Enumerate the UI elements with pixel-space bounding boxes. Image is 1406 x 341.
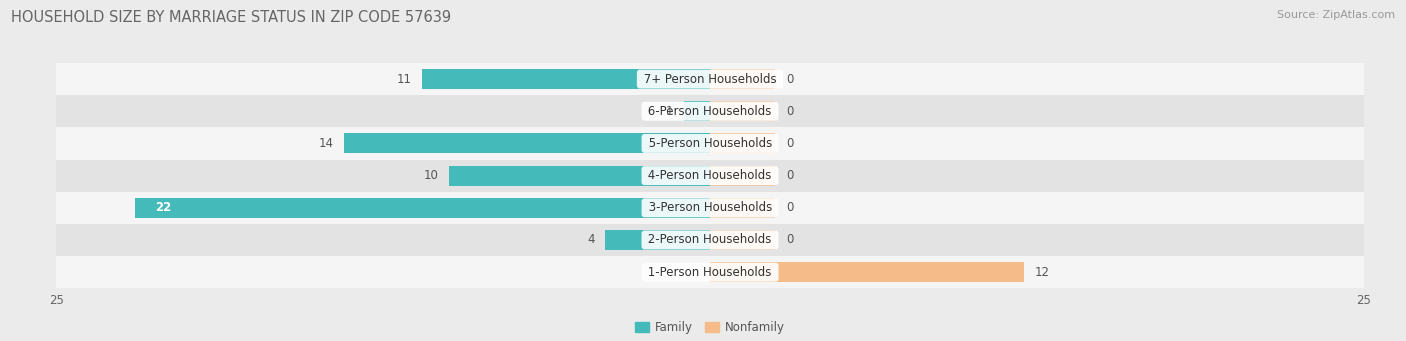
Bar bbox=[135, 198, 710, 218]
Text: 0: 0 bbox=[786, 169, 793, 182]
Bar bbox=[710, 69, 776, 89]
Bar bbox=[710, 230, 776, 250]
Legend: Family, Nonfamily: Family, Nonfamily bbox=[636, 321, 785, 334]
Text: 14: 14 bbox=[318, 137, 333, 150]
Bar bbox=[422, 69, 710, 89]
Text: 7+ Person Households: 7+ Person Households bbox=[640, 73, 780, 86]
Bar bbox=[56, 160, 1364, 192]
Bar bbox=[344, 133, 710, 153]
Bar bbox=[56, 95, 1364, 127]
Bar bbox=[56, 127, 1364, 160]
Text: 4: 4 bbox=[588, 234, 595, 247]
Bar bbox=[56, 224, 1364, 256]
Bar bbox=[710, 101, 776, 121]
Text: 0: 0 bbox=[786, 137, 793, 150]
Text: 12: 12 bbox=[1035, 266, 1049, 279]
Text: 0: 0 bbox=[786, 105, 793, 118]
Text: 0: 0 bbox=[786, 201, 793, 214]
Text: 2-Person Households: 2-Person Households bbox=[644, 234, 776, 247]
Text: 3-Person Households: 3-Person Households bbox=[644, 201, 776, 214]
Text: 5-Person Households: 5-Person Households bbox=[644, 137, 776, 150]
Bar bbox=[56, 63, 1364, 95]
Text: 11: 11 bbox=[396, 73, 412, 86]
Bar bbox=[56, 256, 1364, 288]
Bar bbox=[710, 262, 1024, 282]
Text: 1-Person Households: 1-Person Households bbox=[644, 266, 776, 279]
Bar bbox=[449, 166, 710, 186]
Bar bbox=[710, 198, 776, 218]
Text: 22: 22 bbox=[156, 201, 172, 214]
Text: HOUSEHOLD SIZE BY MARRIAGE STATUS IN ZIP CODE 57639: HOUSEHOLD SIZE BY MARRIAGE STATUS IN ZIP… bbox=[11, 10, 451, 25]
Bar bbox=[710, 133, 776, 153]
Text: 1: 1 bbox=[666, 105, 673, 118]
Text: 4-Person Households: 4-Person Households bbox=[644, 169, 776, 182]
Text: 0: 0 bbox=[786, 73, 793, 86]
Text: 10: 10 bbox=[423, 169, 439, 182]
Text: 0: 0 bbox=[786, 234, 793, 247]
Bar bbox=[710, 166, 776, 186]
Bar bbox=[683, 101, 710, 121]
Text: Source: ZipAtlas.com: Source: ZipAtlas.com bbox=[1277, 10, 1395, 20]
Text: 6-Person Households: 6-Person Households bbox=[644, 105, 776, 118]
Bar bbox=[56, 192, 1364, 224]
Bar bbox=[606, 230, 710, 250]
